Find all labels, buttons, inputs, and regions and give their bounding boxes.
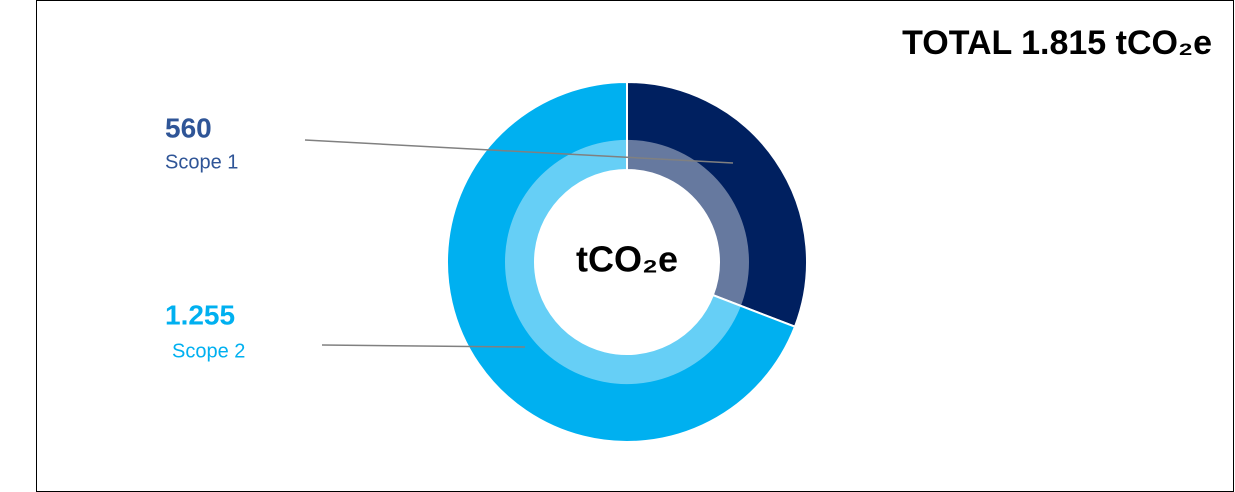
leader-line [304, 139, 734, 164]
category-label: Scope 1 [165, 151, 238, 173]
center-label: tCO₂e [576, 239, 678, 280]
chart-title: TOTAL 1.815 tCO₂e [902, 24, 1212, 62]
category-label: Scope 2 [172, 340, 245, 362]
value-label: 1.255 [165, 299, 235, 330]
value-label: 560 [165, 112, 212, 143]
leader-line [321, 344, 526, 348]
donut-hole [535, 170, 719, 354]
